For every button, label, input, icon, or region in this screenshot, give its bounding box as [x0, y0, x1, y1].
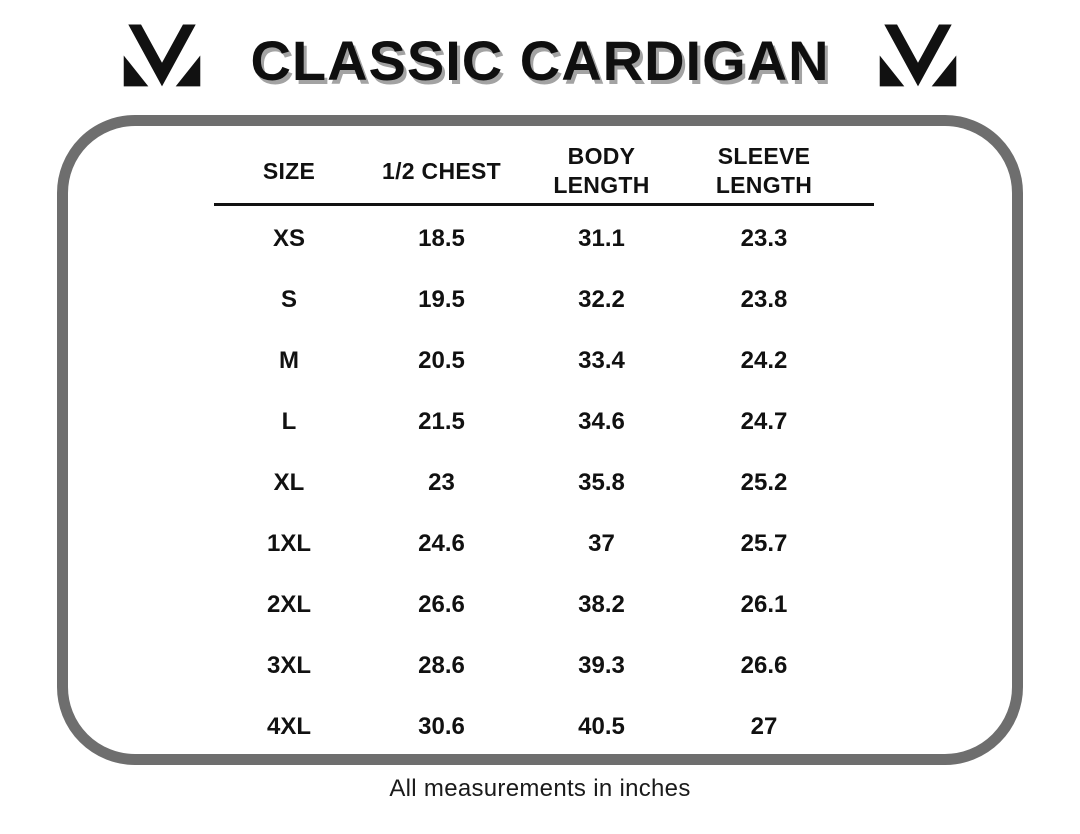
table-row: 1XL 24.6 37 25.7 [214, 513, 844, 574]
size-label: XL [273, 468, 305, 496]
column-header-half-chest: 1/2 CHEST [381, 157, 501, 184]
size-table-body: XS 18.5 31.1 23.3 S 19.5 32.2 23.8 M 20.5 33.4 24.2… [214, 208, 874, 757]
size-label: XS [272, 224, 305, 252]
size-table-header-row: SIZE 1/2 CHEST BODY LENGTH SLEEVE LENGTH [214, 142, 844, 200]
table-row: XL 23 35.8 25.2 [214, 452, 844, 513]
brand-m-logo-icon [116, 19, 208, 101]
column-header-size: SIZE [262, 157, 316, 184]
size-label: 4XL [266, 712, 311, 740]
size-label: M [279, 346, 299, 374]
measurement-value: 38.2 [578, 590, 625, 618]
measurement-value: 32.2 [578, 285, 625, 313]
measurement-value: 34.6 [578, 407, 625, 435]
size-label: 2XL [266, 590, 311, 618]
measurement-value: 40.5 [578, 712, 625, 740]
table-row: 3XL 28.6 39.3 26.6 [214, 635, 844, 696]
masthead: CLASSIC CARDIGAN [0, 12, 1080, 108]
size-label: 3XL [266, 651, 311, 679]
measurement-value: 25.7 [740, 529, 788, 557]
measurement-value: 21.5 [418, 407, 465, 435]
measurement-value: 24.2 [740, 346, 788, 374]
size-label: 1XL [266, 529, 311, 557]
table-row: M 20.5 33.4 24.2 [214, 330, 844, 391]
column-header-sleeve-length: SLEEVE LENGTH [715, 143, 813, 198]
column-header-body-length: BODY LENGTH [553, 143, 650, 198]
measurement-value: 37 [588, 529, 615, 557]
size-label: S [280, 285, 297, 313]
measurement-value: 30.6 [418, 712, 465, 740]
header-divider-line [214, 203, 874, 206]
page-title: CLASSIC CARDIGAN [250, 28, 830, 92]
measurement-value: 23 [428, 468, 455, 496]
measurement-value: 35.8 [578, 468, 625, 496]
size-table: SIZE 1/2 CHEST BODY LENGTH SLEEVE LENGTH… [214, 142, 874, 757]
measurement-value: 33.4 [578, 346, 625, 374]
measurement-value: 23.3 [740, 224, 788, 252]
measurement-value: 39.3 [578, 651, 625, 679]
measurement-value: 27 [750, 712, 778, 740]
measurement-value: 24.7 [740, 407, 788, 435]
measurement-value: 28.6 [418, 651, 465, 679]
measurement-value: 26.6 [418, 590, 465, 618]
brand-m-logo-icon [872, 19, 964, 101]
measurement-value: 18.5 [418, 224, 465, 252]
table-row: XS 18.5 31.1 23.3 [214, 208, 844, 269]
measurement-value: 25.2 [740, 468, 788, 496]
table-row: S 19.5 32.2 23.8 [214, 269, 844, 330]
units-note: All measurements in inches [389, 775, 691, 802]
measurement-value: 20.5 [418, 346, 465, 374]
measurement-value: 26.1 [740, 590, 788, 618]
measurement-value: 19.5 [418, 285, 465, 313]
table-row: L 21.5 34.6 24.7 [214, 391, 844, 452]
size-label: L [281, 407, 297, 435]
table-row: 2XL 26.6 38.2 26.1 [214, 574, 844, 635]
measurement-value: 23.8 [740, 285, 788, 313]
size-chart-frame: SIZE 1/2 CHEST BODY LENGTH SLEEVE LENGTH… [57, 115, 1023, 765]
measurement-value: 26.6 [740, 651, 788, 679]
measurement-value: 24.6 [418, 529, 465, 557]
table-row: 4XL 30.6 40.5 27 [214, 696, 844, 757]
measurement-value: 31.1 [578, 224, 625, 252]
